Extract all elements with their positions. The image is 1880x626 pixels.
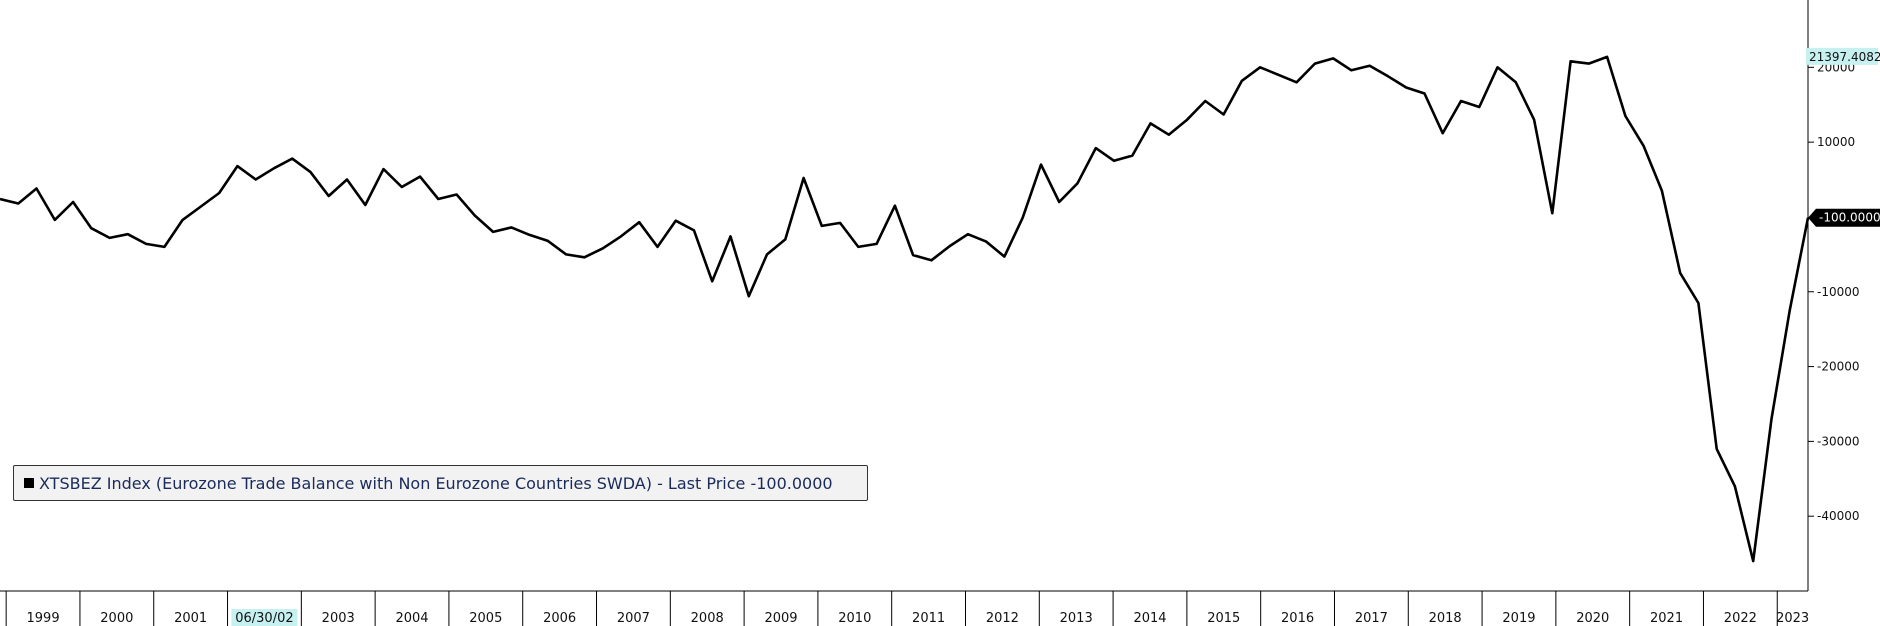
- x-tick-label: 2016: [1281, 611, 1314, 626]
- x-tick-label: 2013: [1060, 611, 1093, 626]
- x-tick-label: 2018: [1429, 611, 1462, 626]
- y-tick-label: 10000: [1817, 135, 1855, 149]
- value-badges: 21397.4082 -100.0000: [1806, 47, 1880, 227]
- x-tick-label: 2017: [1355, 611, 1388, 626]
- x-tick-label: 2009: [764, 611, 797, 626]
- legend-swatch: [24, 478, 34, 488]
- x-tick-label: 2012: [986, 611, 1019, 626]
- max-value-label: 21397.4082: [1809, 50, 1880, 64]
- legend-label: XTSBEZ Index (Eurozone Trade Balance wit…: [39, 473, 833, 493]
- x-tick-label: 2006: [543, 611, 576, 626]
- series-layer: [0, 55, 1810, 563]
- x-tick-label: 1999: [27, 611, 60, 626]
- x-tick-label: 2021: [1650, 611, 1683, 626]
- last-value-label: -100.0000: [1819, 211, 1880, 225]
- y-tick-label: -10000: [1817, 285, 1860, 299]
- x-tick-label: 2011: [912, 611, 945, 626]
- x-tick-label: 2008: [691, 611, 724, 626]
- x-tick-label: 2014: [1133, 611, 1166, 626]
- x-tick-label: 2020: [1576, 611, 1609, 626]
- x-tick-label: 06/30/02: [235, 611, 293, 626]
- max-value-badge: [1806, 47, 1878, 65]
- x-tick-label: 2005: [469, 611, 502, 626]
- y-tick-label: -20000: [1817, 360, 1860, 374]
- x-tick-label: 2003: [322, 611, 355, 626]
- x-tick-label: 2023: [1776, 611, 1809, 626]
- x-tick-label: 2007: [617, 611, 650, 626]
- y-tick-label: -40000: [1817, 509, 1860, 523]
- x-tick-label: 2022: [1724, 611, 1757, 626]
- y-tick-label: -30000: [1817, 434, 1860, 448]
- x-axis: 1999 2000 2001 06/30/02 2003 2004 2005 2006 2007…: [5, 591, 1809, 626]
- legend: XTSBEZ Index (Eurozone Trade Balance wit…: [13, 465, 868, 501]
- x-highlight-badge: [231, 609, 298, 626]
- last-value-badge: [1808, 208, 1880, 227]
- x-tick-label: 2001: [174, 611, 207, 626]
- x-tick-label: 2010: [838, 611, 871, 626]
- x-tick-label: 2000: [100, 611, 133, 626]
- series-line: [0, 55, 1810, 563]
- x-tick-label: 2004: [395, 611, 428, 626]
- x-tick-label: 2015: [1207, 611, 1240, 626]
- x-tick-label: 2019: [1502, 611, 1535, 626]
